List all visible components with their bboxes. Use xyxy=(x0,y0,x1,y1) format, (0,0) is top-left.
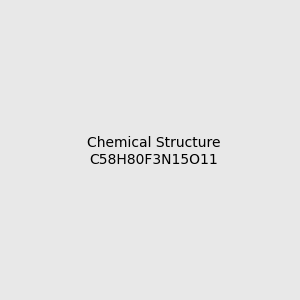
Text: Chemical Structure
C58H80F3N15O11: Chemical Structure C58H80F3N15O11 xyxy=(87,136,220,166)
